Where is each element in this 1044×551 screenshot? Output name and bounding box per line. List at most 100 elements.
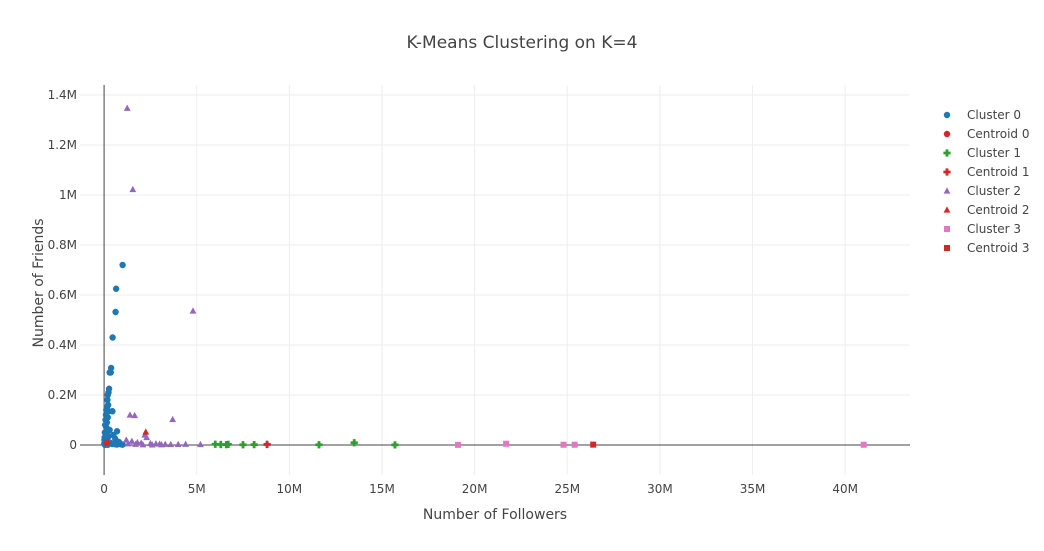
cluster-2-point — [167, 440, 175, 448]
cluster-2-point — [129, 185, 137, 193]
legend-marker-centroid-3 — [944, 245, 950, 251]
legend-label: Cluster 2 — [967, 184, 1021, 198]
cluster-1-point — [217, 440, 225, 449]
cluster-2-point — [169, 415, 177, 423]
chart-title: K-Means Clustering on K=4 — [407, 33, 638, 53]
y-tick-label: 1M — [59, 188, 77, 202]
cluster-2-point — [123, 104, 131, 111]
y-tick-label: 0.4M — [48, 338, 77, 352]
legend-item-cluster-0[interactable]: Cluster 0 — [943, 108, 1021, 122]
legend-item-centroid-2[interactable]: Centroid 2 — [943, 203, 1030, 217]
x-tick-label: 25M — [554, 482, 580, 496]
cluster-0-point — [119, 441, 126, 448]
cluster-0-point — [104, 391, 111, 399]
cluster-0-point — [119, 261, 126, 269]
cluster-0-point — [104, 396, 111, 404]
cluster-2-point — [126, 411, 134, 418]
series-centroid-3 — [590, 441, 597, 448]
cluster-2-point — [158, 441, 165, 448]
x-tick-label: 15M — [369, 482, 395, 496]
y-tick-label: 0 — [69, 438, 77, 452]
cluster-0-point — [109, 408, 116, 415]
cluster-3-point — [503, 440, 510, 447]
cluster-1-point — [250, 441, 258, 449]
legend-label: Cluster 3 — [967, 222, 1021, 236]
cluster-1-point — [239, 441, 247, 449]
legend-label: Centroid 0 — [967, 127, 1029, 141]
centroid-2-point — [142, 428, 150, 435]
cluster-0-point — [112, 441, 119, 448]
cluster-1-point — [391, 441, 399, 449]
series-cluster-0 — [101, 261, 126, 449]
cluster-2-point — [148, 441, 156, 448]
x-tick-label: 10M — [277, 482, 303, 496]
x-tick-label: 5M — [188, 482, 206, 496]
legend-marker-cluster-2 — [943, 187, 951, 194]
centroid-3-point — [590, 441, 597, 448]
cluster-2-point — [174, 440, 182, 447]
cluster-0-point — [107, 369, 114, 376]
legend-item-cluster-2[interactable]: Cluster 2 — [943, 184, 1021, 198]
legend-marker-centroid-2 — [943, 206, 951, 213]
grid-lines — [80, 85, 910, 475]
y-tick-label: 1.4M — [48, 88, 77, 102]
cluster-0-point — [112, 285, 120, 292]
centroid-1-point — [263, 440, 271, 448]
x-tick-label: 20M — [462, 482, 488, 496]
series-centroid-1 — [263, 440, 271, 448]
legend-marker-centroid-0 — [943, 130, 951, 138]
legend-marker-cluster-3 — [944, 226, 950, 232]
legend-label: Cluster 1 — [967, 146, 1021, 160]
legend-item-centroid-3[interactable]: Centroid 3 — [944, 241, 1029, 255]
y-tick-label: 1.2M — [48, 138, 77, 152]
legend-item-centroid-1[interactable]: Centroid 1 — [943, 165, 1029, 179]
legend-label: Centroid 3 — [967, 241, 1029, 255]
x-tick-label: 30M — [647, 482, 673, 496]
legend-marker-cluster-0 — [943, 111, 951, 119]
legend-item-cluster-3[interactable]: Cluster 3 — [944, 222, 1021, 236]
centroid-0-point — [103, 439, 111, 447]
cluster-1-point — [224, 440, 232, 448]
cluster-1-point — [315, 441, 323, 449]
y-tick-label: 0.6M — [48, 288, 77, 302]
cluster-2-point — [182, 440, 190, 447]
data-points — [101, 104, 867, 449]
y-axis-title: Number of Friends — [31, 219, 47, 348]
cluster-2-point — [139, 441, 147, 448]
y-tick-label: 0.2M — [48, 388, 77, 402]
cluster-3-point — [860, 441, 867, 448]
cluster-2-point — [131, 411, 139, 419]
tick-labels: 0 5M 10M 15M 20M 25M 30M 35M 40M 0 0.2M 0.4M 0.6M 0.8… — [48, 88, 858, 496]
x-tick-label: 40M — [832, 482, 858, 496]
series-centroid-0 — [103, 439, 111, 447]
cluster-3-point — [560, 441, 567, 448]
legend-label: Centroid 2 — [967, 203, 1029, 217]
series-cluster-3 — [454, 440, 867, 448]
legend-label: Cluster 0 — [967, 108, 1021, 122]
legend-item-centroid-0[interactable]: Centroid 0 — [943, 127, 1030, 141]
x-tick-label: 35M — [740, 482, 766, 496]
cluster-3-point — [571, 441, 578, 448]
y-tick-label: 0.8M — [48, 238, 77, 252]
x-axis-title: Number of Followers — [423, 507, 567, 523]
cluster-1-point — [211, 440, 219, 448]
legend[interactable]: Cluster 0 Centroid 0 Cluster 1 Centroid 1 Cl… — [943, 108, 1029, 255]
legend-item-cluster-1[interactable]: Cluster 1 — [943, 146, 1021, 160]
legend-label: Centroid 1 — [967, 165, 1029, 179]
cluster-3-point — [454, 441, 461, 448]
cluster-2-point — [124, 440, 132, 447]
x-tick-label: 0 — [100, 482, 108, 496]
cluster-2-point — [128, 437, 136, 444]
cluster-0-point — [109, 334, 116, 341]
cluster-2-point — [132, 440, 139, 447]
series-cluster-2 — [122, 104, 204, 448]
cluster-2-point — [143, 433, 151, 441]
cluster-2-point — [197, 440, 204, 448]
cluster-1-point — [350, 439, 358, 447]
legend-marker-cluster-1 — [943, 149, 951, 157]
series-centroid-2 — [142, 428, 150, 435]
cluster-0-point — [112, 308, 119, 316]
legend-marker-centroid-1 — [943, 168, 951, 176]
